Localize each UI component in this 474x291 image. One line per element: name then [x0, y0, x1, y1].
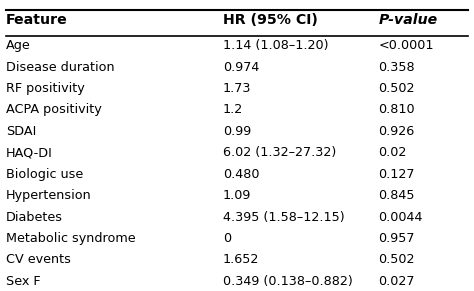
Text: 0.845: 0.845	[378, 189, 415, 202]
Text: Metabolic syndrome: Metabolic syndrome	[6, 232, 136, 245]
Text: 1.73: 1.73	[223, 82, 251, 95]
Text: 0.99: 0.99	[223, 125, 251, 138]
Text: 0.974: 0.974	[223, 61, 259, 74]
Text: <0.0001: <0.0001	[378, 39, 434, 52]
Text: CV events: CV events	[6, 253, 71, 267]
Text: 0.127: 0.127	[378, 168, 415, 181]
Text: 0.502: 0.502	[378, 253, 415, 267]
Text: Diabetes: Diabetes	[6, 211, 63, 223]
Text: Disease duration: Disease duration	[6, 61, 115, 74]
Text: 0.0044: 0.0044	[378, 211, 423, 223]
Text: 1.652: 1.652	[223, 253, 259, 267]
Text: 4.395 (1.58–12.15): 4.395 (1.58–12.15)	[223, 211, 345, 223]
Text: Hypertension: Hypertension	[6, 189, 92, 202]
Text: HR (95% CI): HR (95% CI)	[223, 13, 318, 27]
Text: HAQ-DI: HAQ-DI	[6, 146, 53, 159]
Text: 0.502: 0.502	[378, 82, 415, 95]
Text: 0.02: 0.02	[378, 146, 407, 159]
Text: Sex F: Sex F	[6, 275, 41, 288]
Text: ACPA positivity: ACPA positivity	[6, 104, 102, 116]
Text: 1.14 (1.08–1.20): 1.14 (1.08–1.20)	[223, 39, 328, 52]
Text: P-value: P-value	[378, 13, 438, 27]
Text: 0.926: 0.926	[378, 125, 415, 138]
Text: 0.027: 0.027	[378, 275, 415, 288]
Text: Biologic use: Biologic use	[6, 168, 83, 181]
Text: 0.957: 0.957	[378, 232, 415, 245]
Text: 0.349 (0.138–0.882): 0.349 (0.138–0.882)	[223, 275, 353, 288]
Text: Feature: Feature	[6, 13, 68, 27]
Text: 6.02 (1.32–27.32): 6.02 (1.32–27.32)	[223, 146, 336, 159]
Text: 1.09: 1.09	[223, 189, 251, 202]
Text: 0.358: 0.358	[378, 61, 415, 74]
Text: 0.810: 0.810	[378, 104, 415, 116]
Text: 0.480: 0.480	[223, 168, 259, 181]
Text: SDAI: SDAI	[6, 125, 36, 138]
Text: Age: Age	[6, 39, 31, 52]
Text: 0: 0	[223, 232, 231, 245]
Text: 1.2: 1.2	[223, 104, 243, 116]
Text: RF positivity: RF positivity	[6, 82, 85, 95]
